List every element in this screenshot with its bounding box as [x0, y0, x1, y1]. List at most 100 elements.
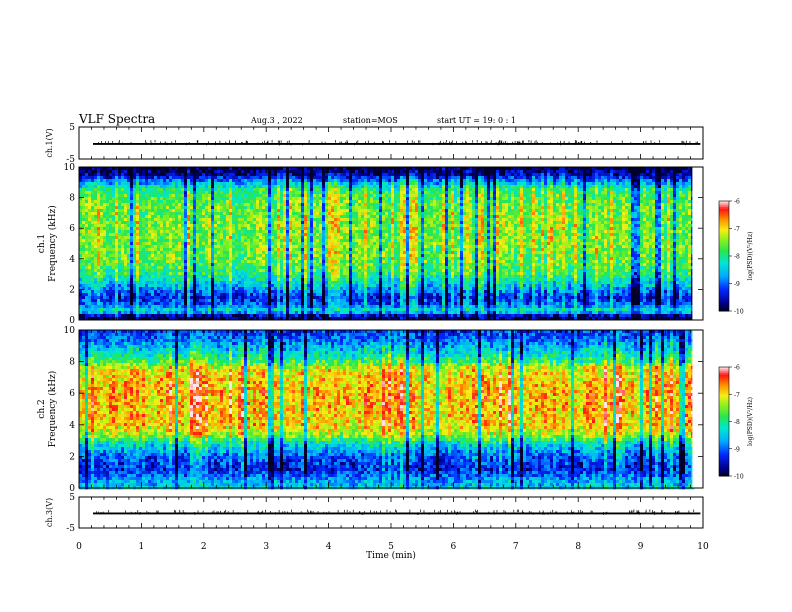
spectrogram-cell: [427, 230, 431, 234]
spectrogram-cell: [169, 233, 173, 237]
spectrogram-cell: [223, 176, 227, 180]
spectrogram-cell: [106, 182, 110, 186]
spectrogram-cell: [103, 197, 107, 201]
spectrogram-cell: [511, 191, 515, 195]
spectrogram-cell: [604, 218, 608, 222]
spectrogram-cell: [508, 230, 512, 234]
spectrogram-cell: [580, 179, 584, 183]
spectrogram-cell: [448, 176, 452, 180]
spectrogram-cell: [91, 227, 95, 231]
spectrogram-cell: [637, 221, 641, 225]
spectrogram-cell: [310, 188, 314, 192]
spectrogram-cell: [478, 173, 482, 177]
spectrogram-cell: [157, 206, 161, 210]
spectrogram-cell: [391, 209, 395, 213]
spectrogram-cell: [328, 221, 332, 225]
spectrogram-cell: [613, 200, 617, 204]
spectrogram-cell: [580, 167, 584, 171]
spectrogram-cell: [628, 233, 632, 237]
spectrogram-cell: [235, 182, 239, 186]
spectrogram-cell: [550, 224, 554, 228]
spectrogram-cell: [139, 227, 143, 231]
spectrogram-cell: [172, 185, 176, 189]
spectrogram-cell: [577, 233, 581, 237]
spectrogram-cell: [328, 194, 332, 198]
spectrogram-cell: [622, 206, 626, 210]
spectrogram-cell: [373, 194, 377, 198]
spectrogram-cell: [286, 173, 290, 177]
spectrogram-cell: [223, 218, 227, 222]
spectrogram-cell: [511, 194, 515, 198]
spectrogram-cell: [643, 188, 647, 192]
spectrogram-cell: [556, 209, 560, 213]
spectrogram-cell: [502, 170, 506, 174]
spectrogram-cell: [424, 176, 428, 180]
spectrogram-cell: [112, 173, 116, 177]
spectrogram-cell: [91, 191, 95, 195]
spectrogram-cell: [364, 197, 368, 201]
spectrogram-cell: [163, 212, 167, 216]
spectrogram-cell: [643, 221, 647, 225]
spectrogram-cell: [193, 194, 197, 198]
spectrogram-cell: [652, 230, 656, 234]
spectrogram-cell: [298, 218, 302, 222]
spectrogram-cell: [196, 173, 200, 177]
spectrogram-cell: [217, 227, 221, 231]
spectrogram-cell: [205, 215, 209, 219]
spectrogram-cell: [307, 230, 311, 234]
spectrogram-cell: [166, 173, 170, 177]
spectrogram-cell: [106, 167, 110, 171]
spectrogram-cell: [232, 212, 236, 216]
spectrogram-cell: [616, 233, 620, 237]
spectrogram-cell: [550, 173, 554, 177]
spectrogram-cell: [628, 191, 632, 195]
spectrogram-cell: [646, 170, 650, 174]
spectrogram-cell: [241, 170, 245, 174]
spectrogram-cell: [190, 224, 194, 228]
spectrogram-cell: [556, 212, 560, 216]
spectrogram-cell: [352, 170, 356, 174]
spectrogram-cell: [157, 188, 161, 192]
spectrogram-cell: [646, 206, 650, 210]
spectrogram-cell: [511, 170, 515, 174]
spectrogram-cell: [607, 176, 611, 180]
spectrogram-cell: [499, 194, 503, 198]
spectrogram-cell: [268, 176, 272, 180]
spectrogram-cell: [268, 224, 272, 228]
spectrogram-cell: [307, 218, 311, 222]
spectrogram-cell: [442, 188, 446, 192]
spectrogram-cell: [541, 215, 545, 219]
spectrogram-cell: [574, 173, 578, 177]
spectrogram-cell: [259, 173, 263, 177]
spectrogram-cell: [118, 212, 122, 216]
spectrogram-cell: [265, 221, 269, 225]
spectrogram-cell: [355, 185, 359, 189]
spectrogram-cell: [538, 170, 542, 174]
spectrogram-cell: [103, 191, 107, 195]
spectrogram-cell: [508, 173, 512, 177]
spectrogram-cell: [178, 197, 182, 201]
spectrogram-cell: [163, 227, 167, 231]
spectrogram-cell: [145, 191, 149, 195]
spectrogram-cell: [316, 179, 320, 183]
spectrogram-cell: [142, 200, 146, 204]
spectrogram-cell: [433, 218, 437, 222]
spectrogram-cell: [295, 203, 299, 207]
spectrogram-cell: [616, 188, 620, 192]
spectrogram-cell: [103, 203, 107, 207]
spectrogram-cell: [223, 197, 227, 201]
spectrogram-cell: [382, 215, 386, 219]
spectrogram-cell: [484, 188, 488, 192]
spectrogram-cell: [220, 212, 224, 216]
spectrogram-cell: [418, 176, 422, 180]
spectrogram-cell: [196, 200, 200, 204]
spectrogram-cell: [325, 200, 329, 204]
spectrogram-cell: [670, 173, 674, 177]
spectrogram-cell: [394, 215, 398, 219]
spectrogram-cell: [547, 200, 551, 204]
spectrogram-cell: [481, 197, 485, 201]
spectrogram-cell: [400, 200, 404, 204]
spectrogram-cell: [553, 233, 557, 237]
spectrogram-cell: [247, 167, 251, 171]
spectrogram-cell: [409, 167, 413, 171]
